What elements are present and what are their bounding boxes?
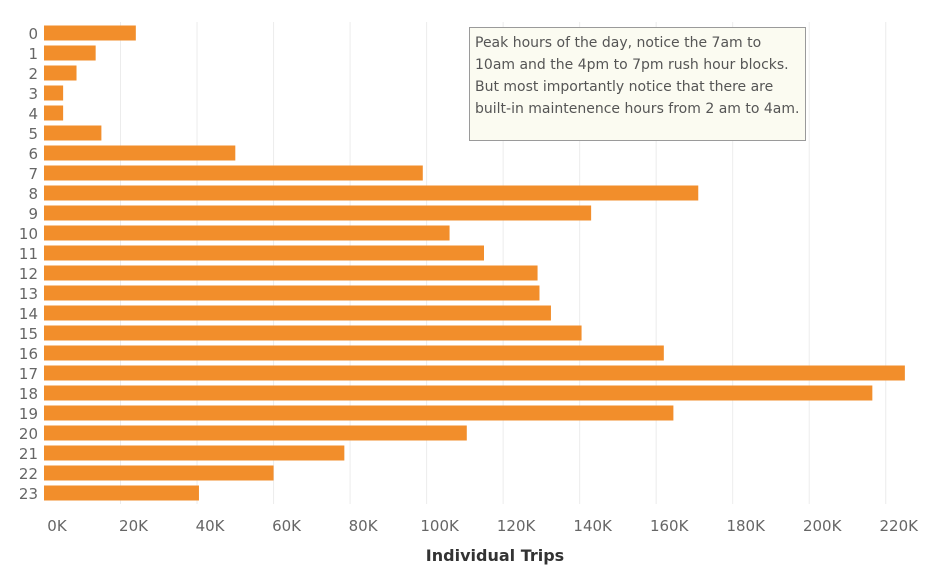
x-tick-label: 180K <box>726 517 766 535</box>
bar-hour-21 <box>44 445 345 461</box>
bar-hour-18 <box>44 385 873 401</box>
y-tick-label: 9 <box>28 205 38 223</box>
y-tick-label: 3 <box>28 85 38 103</box>
x-tick-label: 0K <box>47 517 68 535</box>
bar-hour-4 <box>44 105 64 121</box>
y-tick-label: 13 <box>19 285 38 303</box>
y-tick-label: 18 <box>19 385 38 403</box>
y-tick-label: 19 <box>19 405 38 423</box>
bar-hour-19 <box>44 405 674 421</box>
x-tick-label: 40K <box>196 517 226 535</box>
bar-hour-12 <box>44 265 538 281</box>
x-tick-label: 100K <box>420 517 460 535</box>
bar-hour-9 <box>44 205 592 221</box>
x-tick-label: 220K <box>880 517 920 535</box>
x-tick-label: 140K <box>573 517 613 535</box>
annotation-text: Peak hours of the day, notice the 7am to… <box>475 35 800 117</box>
y-tick-label: 14 <box>19 305 38 323</box>
x-tick-label: 120K <box>497 517 537 535</box>
bar-hour-6 <box>44 145 236 161</box>
bar-hour-14 <box>44 305 551 321</box>
x-tick-label: 200K <box>803 517 843 535</box>
annotation-box: Peak hours of the day, notice the 7am to… <box>469 27 806 141</box>
bar-hour-3 <box>44 85 64 101</box>
y-tick-label: 5 <box>28 125 38 143</box>
y-tick-label: 2 <box>28 65 38 83</box>
y-tick-label: 21 <box>19 445 38 463</box>
y-tick-label: 11 <box>19 245 38 263</box>
y-tick-label: 16 <box>19 345 38 363</box>
bar-hour-10 <box>44 225 450 241</box>
bar-hour-22 <box>44 465 274 481</box>
bar-hour-16 <box>44 345 664 361</box>
bar-hour-2 <box>44 65 77 81</box>
y-tick-label: 1 <box>28 45 38 63</box>
bar-hour-1 <box>44 45 96 61</box>
y-tick-label: 4 <box>28 105 38 123</box>
bar-hour-11 <box>44 245 484 261</box>
bar-hour-5 <box>44 125 102 141</box>
bar-hour-8 <box>44 185 699 201</box>
y-tick-label: 6 <box>28 145 38 163</box>
y-tick-label: 8 <box>28 185 38 203</box>
x-tick-label: 60K <box>272 517 302 535</box>
x-tick-label: 160K <box>650 517 690 535</box>
bar-hour-0 <box>44 25 136 41</box>
bar-hour-17 <box>44 365 905 381</box>
y-tick-label: 23 <box>19 485 38 503</box>
bars <box>44 25 905 501</box>
bar-hour-20 <box>44 425 467 441</box>
bar-hour-7 <box>44 165 423 181</box>
y-tick-label: 12 <box>19 265 38 283</box>
x-axis-labels: 0K 20K 40K 60K 80K 100K 120K 140K 160K 180K 200K 22… <box>47 517 919 535</box>
x-axis-title: Individual Trips <box>426 546 564 565</box>
y-tick-label: 17 <box>19 365 38 383</box>
bar-hour-15 <box>44 325 582 341</box>
y-tick-label: 15 <box>19 325 38 343</box>
y-tick-label: 22 <box>19 465 38 483</box>
y-tick-label: 0 <box>28 25 38 43</box>
x-tick-label: 80K <box>349 517 379 535</box>
y-tick-label: 7 <box>28 165 38 183</box>
x-tick-label: 20K <box>119 517 149 535</box>
y-tick-label: 20 <box>19 425 38 443</box>
y-tick-label: 10 <box>19 225 38 243</box>
bar-hour-13 <box>44 285 540 301</box>
bar-hour-23 <box>44 485 199 501</box>
